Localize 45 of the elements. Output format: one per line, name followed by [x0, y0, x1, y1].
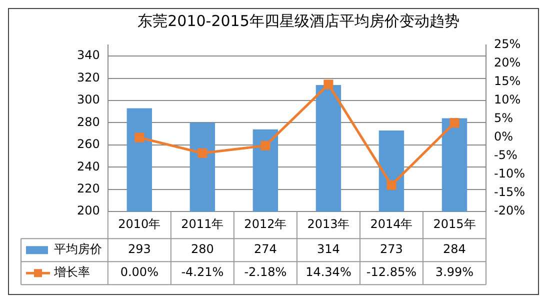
data-label: -12.85% — [366, 265, 417, 280]
point — [134, 132, 144, 142]
x-tick-label: 2015年 — [433, 216, 476, 231]
y-tick-label: 220 — [77, 182, 100, 196]
data-label: 3.99% — [435, 265, 474, 280]
x-tick-label: 2010年 — [118, 216, 161, 231]
y-tick-label: 340 — [77, 48, 100, 62]
point — [386, 180, 396, 190]
y-tick-label: 260 — [77, 137, 100, 152]
y-tick-label: 300 — [77, 92, 100, 107]
y-tick-label: 320 — [77, 70, 100, 84]
x-tick-label: 2014年 — [370, 216, 413, 231]
data-label: 14.34% — [306, 265, 352, 280]
data-label: 314 — [317, 242, 340, 256]
y2-tick-label: 10% — [494, 92, 521, 107]
x-tick-label: 2012年 — [244, 216, 287, 231]
data-label: 293 — [128, 242, 151, 256]
y-tick-label: 240 — [77, 159, 100, 174]
y2-tick-label: -15% — [494, 185, 526, 200]
point — [324, 80, 334, 90]
y2-tick-label: -10% — [494, 166, 526, 181]
x-tick-label: 2013年 — [307, 216, 350, 231]
y2-tick-label: 15% — [494, 74, 521, 88]
y2-tick-label: -5% — [494, 148, 518, 162]
data-label: 274 — [254, 242, 277, 256]
data-label: -2.18% — [244, 265, 287, 280]
y-tick-label: 200 — [77, 204, 100, 218]
data-label: 0.00% — [120, 265, 158, 280]
y2-tick-label: -20% — [494, 204, 526, 218]
point — [260, 140, 270, 150]
point — [198, 148, 208, 158]
data-label: 280 — [190, 242, 214, 256]
data-label: 273 — [380, 242, 403, 256]
y2-tick-label: 25% — [494, 37, 521, 52]
data-label: 284 — [443, 242, 466, 256]
y2-tick-label: 5% — [494, 111, 514, 126]
legend-label: 增长率 — [53, 265, 90, 280]
x-tick-label: 2011年 — [181, 216, 224, 231]
point — [450, 118, 460, 128]
legend-label: 平均房价 — [54, 242, 102, 256]
y2-tick-label: 20% — [494, 56, 521, 70]
data-label: -4.21% — [181, 265, 224, 280]
y-tick-label: 280 — [77, 114, 100, 129]
y2-tick-label: 0% — [494, 130, 514, 144]
chart-title: 东莞2010-2015年四星级酒店平均房价变动趋势 — [138, 12, 460, 30]
